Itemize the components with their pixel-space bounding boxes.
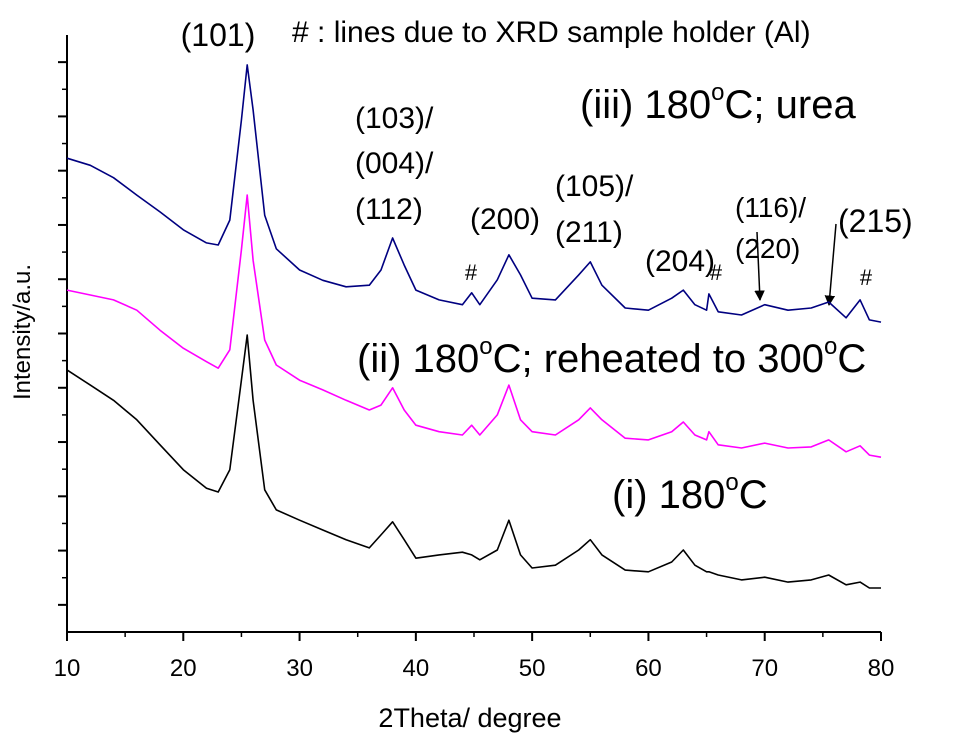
series-label-part: (i) 180 xyxy=(612,473,725,517)
annotation: (105)/ xyxy=(555,170,634,203)
annotation: (101) xyxy=(181,17,256,53)
x-tick-label: 20 xyxy=(170,655,197,682)
x-tick-label: 30 xyxy=(286,655,313,682)
x-axis-label: 2Theta/ degree xyxy=(378,703,561,733)
series-label-part: C; urea xyxy=(725,83,857,127)
series-label: (iii) 180oC; urea xyxy=(580,79,856,127)
x-tick-label: 70 xyxy=(751,655,778,682)
x-tick-label: 40 xyxy=(403,655,430,682)
annotation: (220) xyxy=(735,233,800,264)
y-axis-label: Intensity/a.u. xyxy=(9,264,36,400)
annotation: # xyxy=(860,265,873,290)
arrow xyxy=(824,223,837,307)
annotation: (215) xyxy=(838,203,913,239)
annotation: # xyxy=(710,260,723,285)
series-label-part: o xyxy=(824,333,837,360)
series-label-part: C xyxy=(837,337,866,381)
series-label-part: C; reheated to 300 xyxy=(493,337,824,381)
x-tick-label: 50 xyxy=(519,655,546,682)
x-tick-label: 60 xyxy=(635,655,662,682)
series-line xyxy=(66,194,882,458)
annotation: # xyxy=(465,260,478,285)
series-line xyxy=(66,334,881,589)
annotation: (103)/ xyxy=(355,102,434,135)
annotation: (200) xyxy=(470,203,540,236)
series-label-part: C xyxy=(739,473,768,517)
series-label-part: (ii) 180 xyxy=(357,337,479,381)
x-tick-label: 10 xyxy=(54,655,81,682)
series-label-part: o xyxy=(711,79,724,106)
annotation: (211) xyxy=(555,216,623,249)
series-label-part: o xyxy=(725,469,738,496)
arrow xyxy=(754,231,765,302)
series-label-part: o xyxy=(479,333,492,360)
series-line xyxy=(66,64,882,323)
series-label-part: (iii) 180 xyxy=(580,83,711,127)
annotation: (004)/ xyxy=(355,147,434,180)
series-label: (i) 180oC xyxy=(612,469,768,517)
annotation: # : lines due to XRD sample holder (Al) xyxy=(292,16,811,49)
series-label: (ii) 180oC; reheated to 300oC xyxy=(357,333,866,381)
annotation: (116)/ xyxy=(735,192,806,223)
annotation: (204) xyxy=(645,245,715,278)
x-tick-label: 80 xyxy=(868,655,895,682)
annotation: (112) xyxy=(355,193,423,226)
